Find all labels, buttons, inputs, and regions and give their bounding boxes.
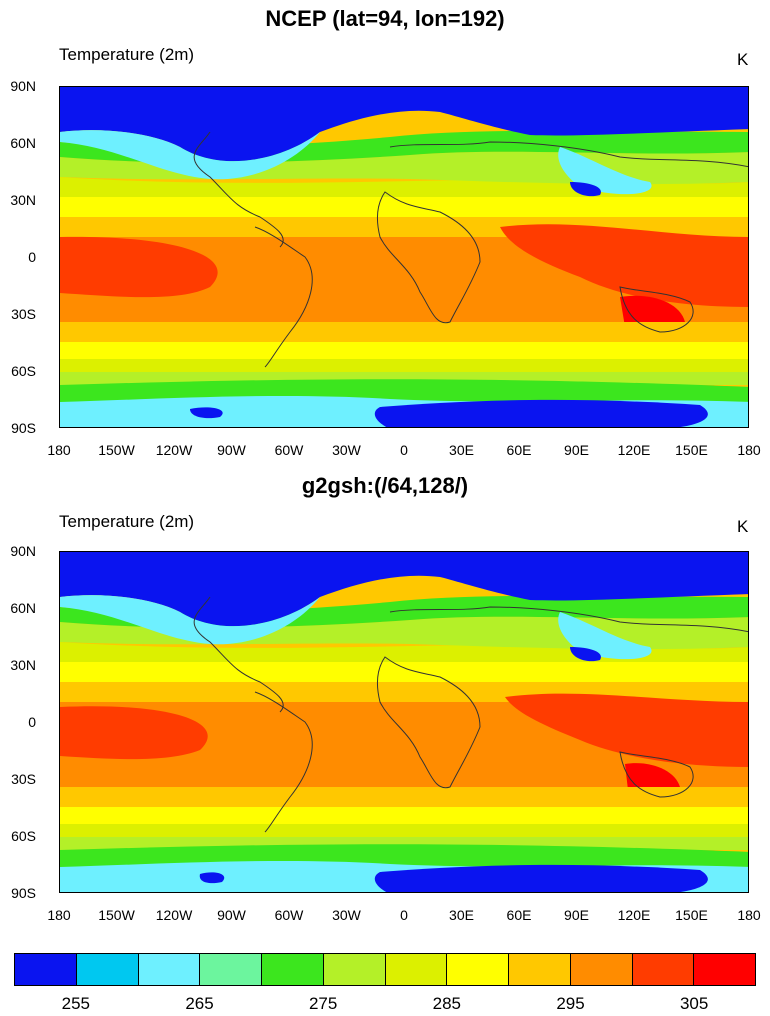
lat-tick-label: 90S (11, 885, 36, 901)
colorbar-box (138, 954, 201, 985)
colorbar-label: 255 (61, 994, 91, 1013)
colorbar (14, 953, 756, 986)
colorbar-box (200, 954, 262, 985)
colorbar-box (385, 954, 448, 985)
panel-title-top: NCEP (lat=94, lon=192) (265, 6, 505, 31)
colorbar-label: 285 (432, 994, 462, 1013)
lon-tick-label: 180 (737, 907, 761, 923)
lon-tick-label: 150E (675, 442, 708, 458)
lon-tick-label: 60E (506, 907, 532, 923)
variable-label-top: Temperature (2m) (59, 45, 195, 64)
lat-tick-label: 60S (11, 828, 36, 844)
colorbar-box (76, 954, 139, 985)
lat-tick-label: 30S (11, 306, 36, 322)
colorbar-label: 305 (679, 994, 709, 1013)
lon-tick-label: 30E (449, 442, 474, 458)
lon-tick-label: 0 (400, 907, 408, 923)
lon-tick-label: 150W (98, 907, 135, 923)
lon-tick-label: 60W (274, 907, 304, 923)
temperature-map-bottom (59, 551, 749, 893)
lon-tick-label: 90E (564, 442, 589, 458)
lon-tick-label: 180 (47, 907, 71, 923)
lat-tick-label: 0 (28, 714, 36, 730)
lon-tick-label: 150E (675, 907, 708, 923)
lat-tick-label: 60N (10, 135, 36, 151)
colorbar-box (509, 954, 571, 985)
lon-tick-label: 120W (155, 907, 193, 923)
unit-label-top: K (737, 50, 749, 69)
colorbar-box (262, 954, 324, 985)
lon-tick-label: 30W (332, 442, 361, 458)
colorbar-label: 275 (308, 994, 338, 1013)
lat-tick-label: 0 (28, 249, 36, 265)
lat-tick-label: 30N (10, 657, 36, 673)
temperature-map-top-svg (60, 87, 748, 427)
colorbar-box (323, 954, 386, 985)
colorbar-box (632, 954, 695, 985)
colorbar-label: 265 (185, 994, 214, 1013)
lat-tick-label: 30S (11, 771, 36, 787)
panel-title-bottom: g2gsh:(/64,128/) (301, 473, 469, 498)
lon-tick-label: 90E (564, 907, 589, 923)
lon-tick-label: 30W (332, 907, 361, 923)
lon-tick-label: 150W (98, 442, 135, 458)
lon-tick-label: 180 (47, 442, 71, 458)
temperature-map-bottom-svg (60, 552, 748, 892)
temperature-map-top (59, 86, 749, 428)
lon-tick-label: 120E (617, 907, 651, 923)
lon-tick-label: 60E (506, 442, 532, 458)
lon-tick-label: 120W (155, 442, 193, 458)
lon-tick-label: 120E (617, 442, 651, 458)
lon-tick-label: 90W (217, 907, 246, 923)
lon-tick-label: 0 (400, 442, 408, 458)
lon-tick-label: 90W (217, 442, 246, 458)
colorbar-box (447, 954, 509, 985)
colorbar-box (15, 954, 77, 985)
lat-tick-label: 90N (10, 543, 36, 559)
lon-tick-label: 30E (449, 907, 474, 923)
colorbar-box (694, 954, 755, 985)
lon-tick-label: 180 (737, 442, 761, 458)
variable-label-bottom: Temperature (2m) (59, 512, 195, 531)
colorbar-box (570, 954, 633, 985)
lat-tick-label: 60N (10, 600, 36, 616)
lat-tick-label: 30N (10, 192, 36, 208)
lat-tick-label: 60S (11, 363, 36, 379)
unit-label-bottom: K (737, 517, 749, 536)
lat-tick-label: 90N (10, 78, 36, 94)
lat-tick-label: 90S (11, 420, 36, 436)
colorbar-label: 295 (556, 994, 585, 1013)
lon-tick-label: 60W (274, 442, 304, 458)
